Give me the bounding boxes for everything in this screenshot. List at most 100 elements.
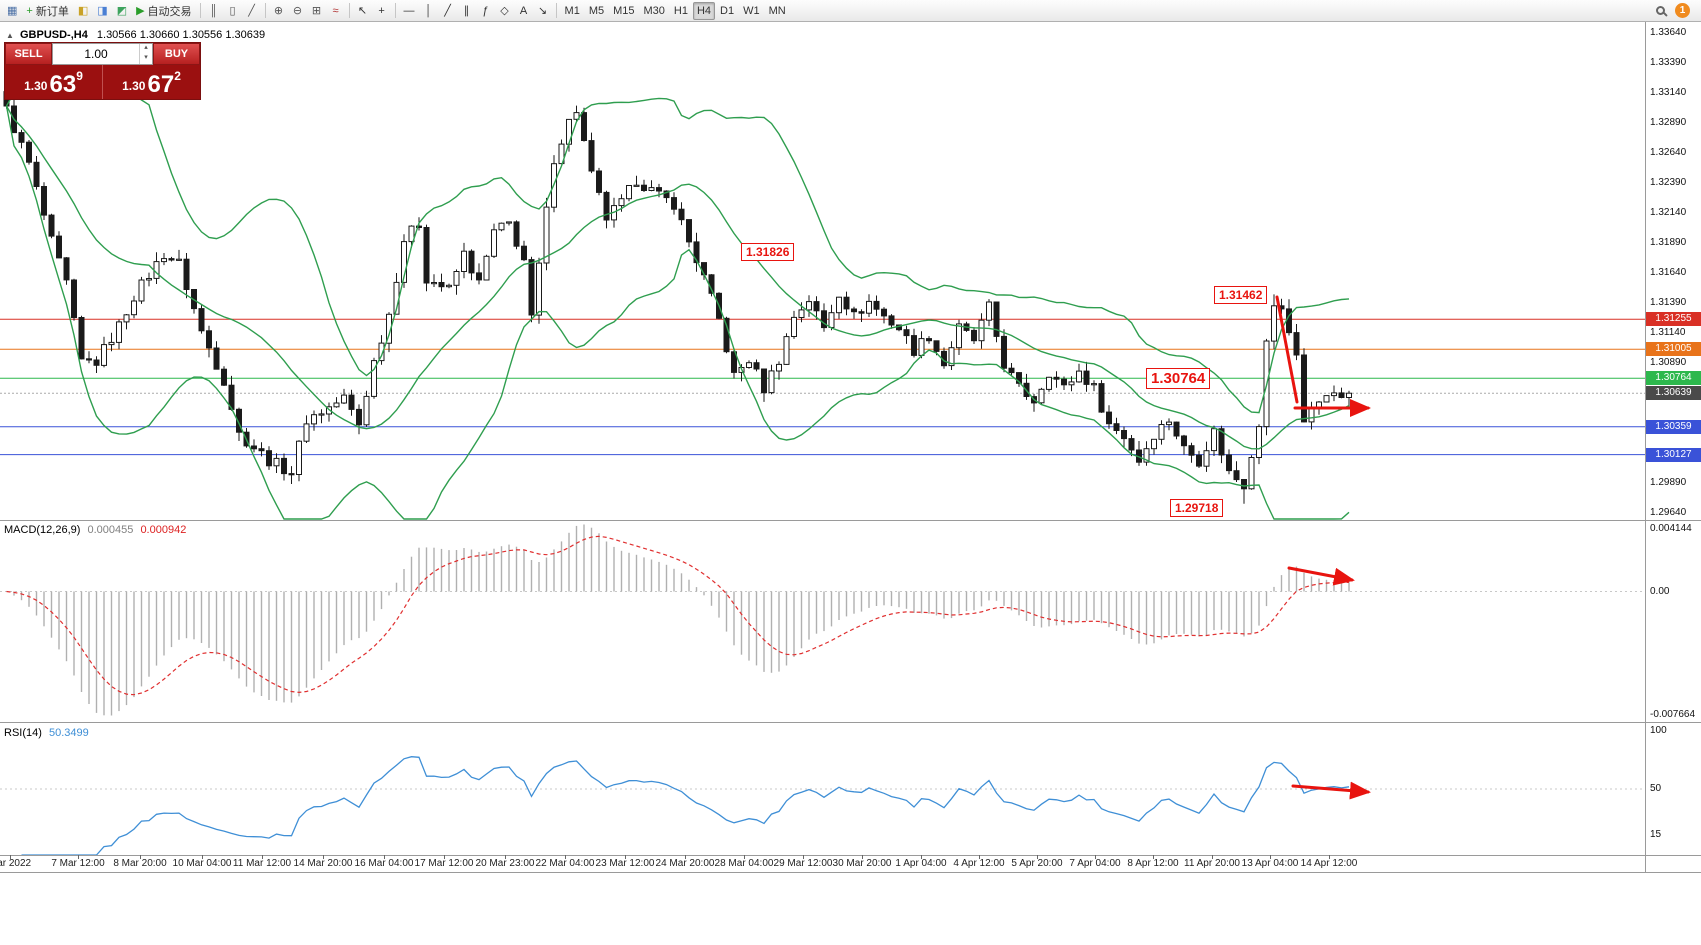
candlestick-chart-icon-glyph: ▯ <box>229 5 236 17</box>
arrows-tool-icon[interactable]: ↘ <box>534 2 552 20</box>
notification-badge[interactable]: 1 <box>1675 3 1690 18</box>
market-watch-icon-glyph: ◧ <box>77 5 89 17</box>
toolbar: ▦ + 新订单 ◧ ◨ ◩ ▶ 自动交易 ║ ▯ ╱ ⊕ ⊖ ⊞ ≈ ↖ + — │ ╱ ∥ ƒ ◇ A ↘ M1 M5 M15 M30… <box>0 0 1701 22</box>
toolbar-items: ▦ + 新订单 ◧ ◨ ◩ ▶ 自动交易 ║ ▯ ╱ ⊕ ⊖ ⊞ ≈ ↖ + — │ ╱ ∥ ƒ ◇ A ↘ M1 M5 M15 M30… <box>3 1 790 20</box>
timeframe-m30[interactable]: M30 <box>640 2 669 20</box>
vline-tool-icon-glyph: │ <box>425 4 432 17</box>
axis-bottom-border <box>0 872 1701 873</box>
channel-tool-icon-glyph: ∥ <box>463 5 470 17</box>
oneclick-collapse-icon[interactable]: ▲ <box>6 31 14 40</box>
crosshair-icon-glyph: + <box>378 4 385 17</box>
tile-windows-icon[interactable]: ⊞ <box>308 2 326 20</box>
vline-tool-icon[interactable]: │ <box>420 2 438 20</box>
toolbar-separator <box>555 3 557 18</box>
shapes-tool-icon[interactable]: ◇ <box>496 2 514 20</box>
ask-price-head: 1.30 <box>122 79 146 93</box>
chart-ohlc-header: ▲ GBPUSD-,H4 1.30566 1.30660 1.30556 1.3… <box>6 29 265 41</box>
hline-tool-icon[interactable]: — <box>400 2 419 20</box>
macd-signal-line <box>6 535 1349 696</box>
navigator-icon-glyph: ◨ <box>97 5 108 17</box>
indicators-icon-glyph: ≈ <box>332 4 339 17</box>
candles-layer <box>3 89 1352 504</box>
bollinger-middle-band <box>5 105 1350 450</box>
macd-rsi-splitter[interactable] <box>0 722 1701 723</box>
toolbar-separator <box>394 3 396 18</box>
zoom-out-icon[interactable]: ⊖ <box>289 2 307 20</box>
indicators-icon[interactable]: ≈ <box>327 2 345 20</box>
bid-price-head: 1.30 <box>24 79 48 93</box>
arrows-tool-icon-glyph: ↘ <box>537 5 548 17</box>
toolbar-separator <box>264 3 266 18</box>
autotrading-button[interactable]: ▶ 自动交易 <box>132 2 195 20</box>
bid-price-pip: 9 <box>76 69 83 83</box>
trend-arrow-3 <box>1287 566 1355 586</box>
bollinger-upper-band <box>5 61 1350 414</box>
timeframe-m15[interactable]: M15 <box>609 2 638 20</box>
price-macd-splitter[interactable] <box>0 520 1701 521</box>
timeframe-m5[interactable]: M5 <box>585 2 608 20</box>
line-chart-icon[interactable]: ╱ <box>243 2 261 20</box>
timeframe-mn[interactable]: MN <box>765 2 790 20</box>
rsi-value: 50.3499 <box>48 727 89 739</box>
new-order-button[interactable]: + 新订单 <box>22 2 72 20</box>
hline-tool-icon-glyph: — <box>403 4 415 17</box>
timeframe-w1[interactable]: W1 <box>739 2 764 20</box>
new-chart-icon[interactable]: ▦ <box>3 2 21 20</box>
timeframe-d1[interactable]: D1 <box>716 2 738 20</box>
macd-header: MACD(12,26,9) 0.000455 0.000942 <box>4 524 186 536</box>
bid-price-main: 63 <box>49 71 77 98</box>
bar-chart-icon-glyph: ║ <box>209 4 218 17</box>
search-icon[interactable] <box>1656 6 1665 15</box>
shapes-tool-icon-glyph: ◇ <box>500 5 509 17</box>
ask-price[interactable]: 1.30 67 2 <box>102 65 200 99</box>
macd-histogram <box>13 524 1350 716</box>
trendline-tool-icon-glyph: ╱ <box>444 5 451 17</box>
navigator-icon[interactable]: ◨ <box>93 2 111 20</box>
channel-tool-icon[interactable]: ∥ <box>458 2 476 20</box>
rsi-name: RSI(14) <box>4 727 42 739</box>
terminal-icon[interactable]: ◩ <box>113 2 131 20</box>
trend-arrow-4 <box>1291 781 1371 800</box>
ask-price-pip: 2 <box>174 69 181 83</box>
timeframe-h4[interactable]: H4 <box>692 1 716 20</box>
sell-button[interactable]: SELL <box>5 43 52 65</box>
macd-main-value: 0.000455 <box>87 524 134 536</box>
rsi-header: RSI(14) 50.3499 <box>4 727 89 739</box>
text-tool-icon-glyph: A <box>519 4 528 17</box>
volume-up-button[interactable]: ▴ <box>144 44 148 51</box>
ask-price-main: 67 <box>147 71 175 98</box>
buy-button[interactable]: BUY <box>153 43 200 65</box>
new-chart-icon-glyph: ▦ <box>7 5 18 17</box>
macd-name: MACD(12,26,9) <box>4 524 81 536</box>
bar-chart-icon[interactable]: ║ <box>205 2 223 20</box>
bollinger-lower-band <box>5 105 1350 520</box>
crosshair-icon[interactable]: + <box>373 2 391 20</box>
fibonacci-tool-icon[interactable]: ƒ <box>477 2 495 20</box>
annotation-arrows <box>1275 295 1371 800</box>
line-chart-icon-glyph: ╱ <box>248 5 255 17</box>
timeframe-m1[interactable]: M1 <box>561 2 584 20</box>
market-watch-icon[interactable]: ◧ <box>74 2 92 20</box>
volume-down-button[interactable]: ▾ <box>144 54 148 61</box>
toolbar-separator <box>199 3 201 18</box>
terminal-icon-glyph: ◩ <box>116 5 128 17</box>
time-axis-border <box>0 855 1701 856</box>
timeframe-h1[interactable]: H1 <box>670 2 692 20</box>
tile-windows-icon-glyph: ⊞ <box>311 5 322 17</box>
volume-field: ▴ ▾ <box>52 43 153 65</box>
trendline-tool-icon[interactable]: ╱ <box>439 2 457 20</box>
volume-input[interactable] <box>53 44 139 64</box>
text-tool-icon[interactable]: A <box>515 2 533 20</box>
zoom-out-icon-glyph: ⊖ <box>292 5 303 17</box>
toolbar-right: 1 <box>1656 3 1698 18</box>
candlestick-chart-icon[interactable]: ▯ <box>224 2 242 20</box>
one-click-trading-panel: SELL ▴ ▾ BUY 1.30 63 9 1.30 67 2 <box>4 42 201 100</box>
bid-price[interactable]: 1.30 63 9 <box>5 65 102 99</box>
bid-ask-display: 1.30 63 9 1.30 67 2 <box>5 65 200 99</box>
autotrading-button-label: 自动交易 <box>147 5 192 18</box>
zoom-in-icon[interactable]: ⊕ <box>270 2 288 20</box>
volume-spinner: ▴ ▾ <box>139 44 152 64</box>
cursor-icon[interactable]: ↖ <box>354 2 372 20</box>
new-order-button-glyph: + <box>26 4 33 17</box>
